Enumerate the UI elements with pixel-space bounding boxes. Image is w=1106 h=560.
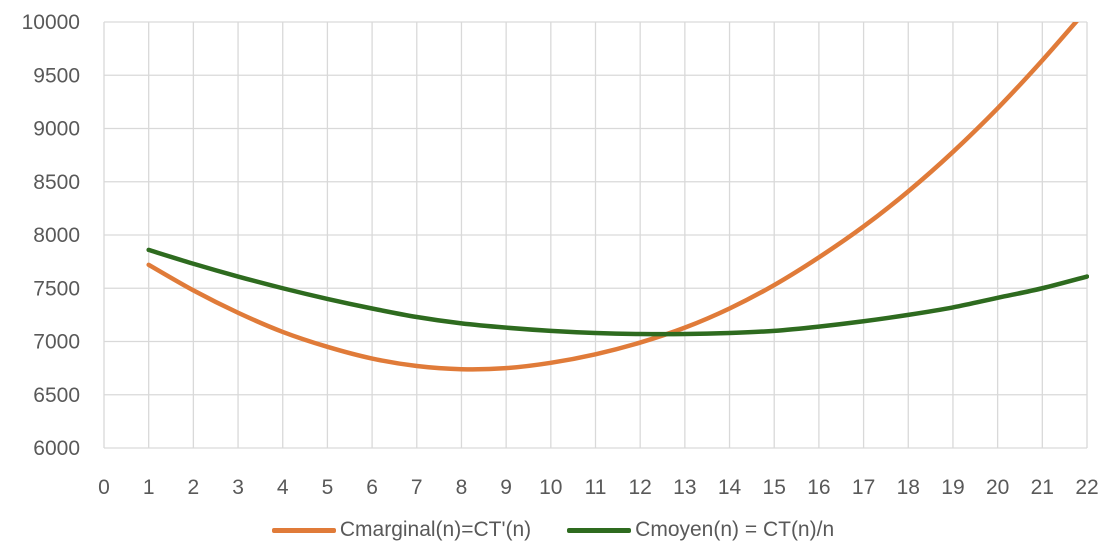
- y-tick-label: 8500: [33, 171, 80, 194]
- y-tick-label: 8000: [33, 224, 80, 247]
- x-tick-label: 1: [143, 476, 155, 499]
- y-tick-label: 6500: [33, 384, 80, 407]
- x-tick-label: 6: [366, 476, 378, 499]
- x-tick-label: 12: [629, 476, 652, 499]
- x-tick-label: 16: [807, 476, 830, 499]
- legend-item-cmarginal: Cmarginal(n)=CT'(n): [271, 518, 532, 542]
- series-lines: [146, 22, 1089, 372]
- x-tick-label: 20: [986, 476, 1009, 499]
- y-axis-tick-labels: 6000 6500 7000 7500 8000 8500 9000 9500 10000: [22, 11, 80, 460]
- x-tick-label: 15: [763, 476, 786, 499]
- legend-label-cmoyen: Cmoyen(n) = CT(n)/n: [635, 518, 835, 541]
- legend-item-cmoyen: Cmoyen(n) = CT(n)/n: [567, 518, 834, 542]
- x-tick-label: 22: [1075, 476, 1098, 499]
- x-tick-label: 2: [188, 476, 200, 499]
- x-tick-label: 9: [500, 476, 512, 499]
- y-tick-label: 7500: [33, 277, 80, 300]
- x-tick-label: 21: [1031, 476, 1054, 499]
- y-tick-label: 9500: [33, 64, 80, 87]
- x-tick-label: 8: [456, 476, 468, 499]
- line-chart: 6000 6500 7000 7500 8000 8500 9000 9500 10000 0 1…: [22, 11, 1099, 499]
- x-tick-label: 17: [852, 476, 875, 499]
- y-tick-label: 6000: [33, 437, 80, 460]
- x-tick-label: 19: [941, 476, 964, 499]
- x-tick-label: 14: [718, 476, 742, 499]
- grid-lines: [103, 21, 1088, 449]
- x-tick-label: 5: [322, 476, 334, 499]
- x-tick-label: 10: [539, 476, 562, 499]
- y-tick-label: 10000: [22, 11, 80, 34]
- x-tick-label: 18: [897, 476, 920, 499]
- series-line-cmarginal: [146, 22, 1079, 372]
- x-tick-label: 0: [98, 476, 110, 499]
- x-axis-tick-labels: 0 1 2 3 4 5 6 7 8 9 10 11 12 13 14 15 16 17 18 19 20 21 22: [98, 476, 1099, 499]
- y-tick-label: 9000: [33, 118, 80, 141]
- y-tick-label: 7000: [33, 331, 80, 354]
- x-tick-label: 4: [277, 476, 289, 499]
- legend-swatch-cmarginal: [271, 527, 336, 533]
- x-tick-label: 11: [585, 476, 607, 499]
- series-line-cmoyen: [146, 247, 1089, 337]
- x-tick-label: 7: [411, 476, 423, 499]
- legend: Cmarginal(n)=CT'(n) Cmoyen(n) = CT(n)/n: [0, 518, 1106, 542]
- legend-label-cmarginal: Cmarginal(n)=CT'(n): [339, 518, 532, 541]
- legend-swatch-cmoyen: [567, 527, 632, 533]
- x-tick-label: 3: [232, 476, 244, 499]
- x-tick-label: 13: [673, 476, 696, 499]
